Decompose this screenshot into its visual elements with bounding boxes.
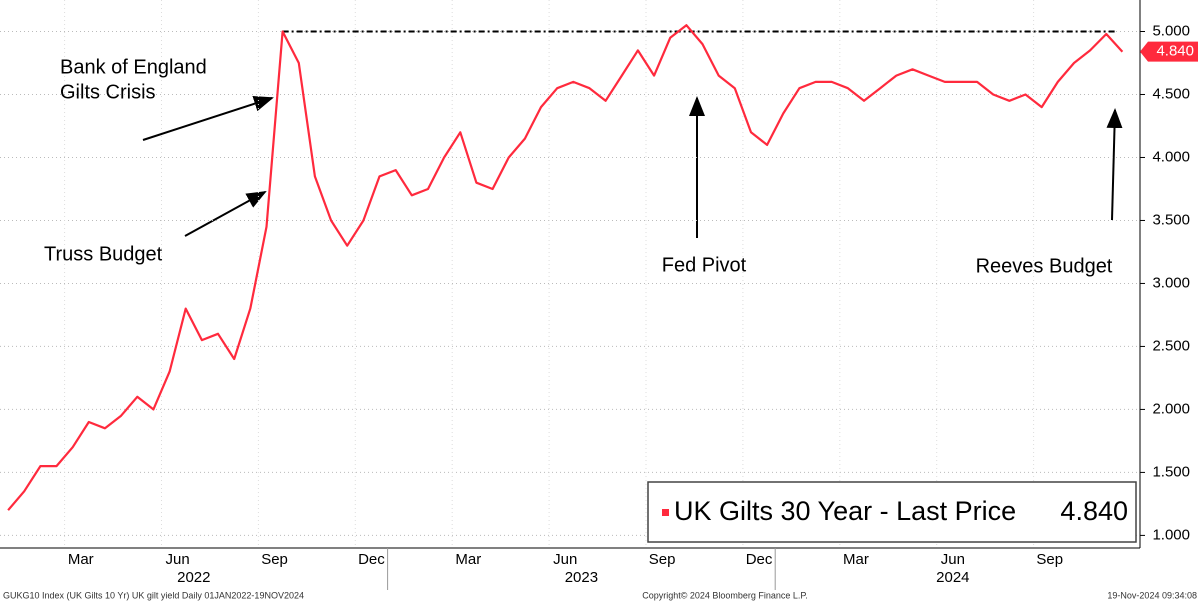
- arrows: [142, 95, 1123, 238]
- year-label: 2024: [936, 569, 969, 586]
- x-tick-label: Jun: [166, 551, 190, 568]
- legend-swatch: [662, 509, 669, 516]
- annotation: Reeves Budget: [976, 255, 1113, 277]
- footer-text: Copyright© 2024 Bloomberg Finance L.P.: [642, 590, 808, 600]
- y-tick-label: 2.500: [1152, 337, 1190, 354]
- y-tick-label: 1.000: [1152, 526, 1190, 543]
- footer-text: GUKG10 Index (UK Gilts 10 Yr) UK gilt yi…: [3, 590, 304, 600]
- x-tick-label: Dec: [358, 551, 385, 568]
- x-tick-label: Jun: [941, 551, 965, 568]
- footer-text: 19-Nov-2024 09:34:08: [1107, 590, 1197, 600]
- arrow: [184, 191, 267, 237]
- annotation: Gilts Crisis: [60, 81, 156, 103]
- x-tick-label: Sep: [1036, 551, 1063, 568]
- annotation: Truss Budget: [44, 243, 163, 265]
- legend-box: [647, 481, 1137, 543]
- x-tick-label: Mar: [68, 551, 94, 568]
- y-tick-label: 1.500: [1152, 463, 1190, 480]
- y-tick-label: 3.000: [1152, 274, 1190, 291]
- y-tick-label: 2.000: [1152, 400, 1190, 417]
- y-tick-label: 3.500: [1152, 211, 1190, 228]
- x-tick-label: Jun: [553, 551, 577, 568]
- annotation: Bank of England: [60, 56, 207, 78]
- year-label: 2023: [565, 569, 598, 586]
- last-price-tag-label: 4.840: [1156, 43, 1194, 60]
- series-line: [7, 24, 1124, 511]
- x-tick-label: Mar: [843, 551, 869, 568]
- legend-value: 4.840: [1060, 496, 1128, 526]
- x-tick-label: Mar: [455, 551, 481, 568]
- last-price-tag: [1140, 41, 1198, 62]
- annotation: Fed Pivot: [662, 254, 747, 276]
- legend-label: UK Gilts 30 Year - Last Price: [674, 496, 1016, 526]
- x-tick-label: Sep: [649, 551, 676, 568]
- x-tick-label: Sep: [261, 551, 288, 568]
- y-tick-label: 4.500: [1152, 85, 1190, 102]
- year-label: 2022: [177, 569, 210, 586]
- y-tick-label: 4.000: [1152, 148, 1190, 165]
- arrow: [142, 95, 274, 141]
- arrow: [1106, 108, 1123, 221]
- x-tick-label: Dec: [746, 551, 773, 568]
- y-tick-label: 5.000: [1152, 22, 1190, 39]
